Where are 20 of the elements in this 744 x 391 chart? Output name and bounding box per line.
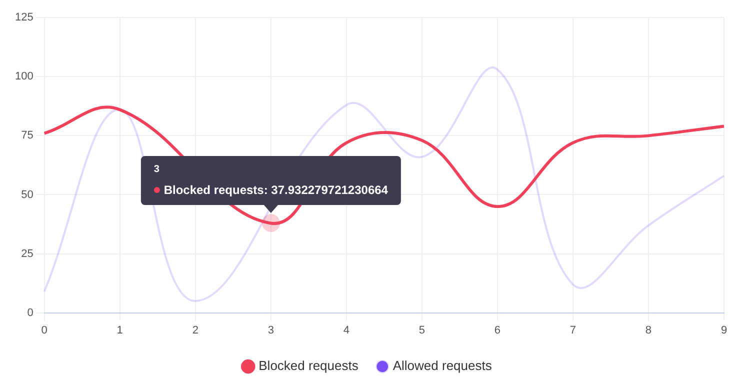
y-tick-label: 125 [14,12,34,24]
annotation: Blocked requests: 37.932279721230664 [164,183,388,198]
x-tick-label: 0 [41,324,48,336]
x-tick-label: 5 [418,324,425,336]
x-tick-label: 3 [268,324,274,336]
y-tick-label: 25 [21,248,34,260]
y-tick-label: 100 [14,70,34,83]
x-tick-label: 9 [720,324,728,336]
x-tick-label: 6 [494,324,501,336]
y-tick-label: 75 [21,130,34,142]
x-tick-label: 1 [116,324,123,336]
legend-label: Allowed requests [392,358,492,374]
y-tick-label: 50 [21,188,34,201]
x-tick-label: 4 [343,324,350,336]
x-tick-label: 8 [645,324,652,336]
x-tick-label: 2 [192,324,198,336]
y-tick-label: 0 [27,306,34,319]
annotation: 3 [154,164,160,176]
legend-label: Blocked requests [258,358,359,374]
x-tick-label: 7 [570,324,576,336]
